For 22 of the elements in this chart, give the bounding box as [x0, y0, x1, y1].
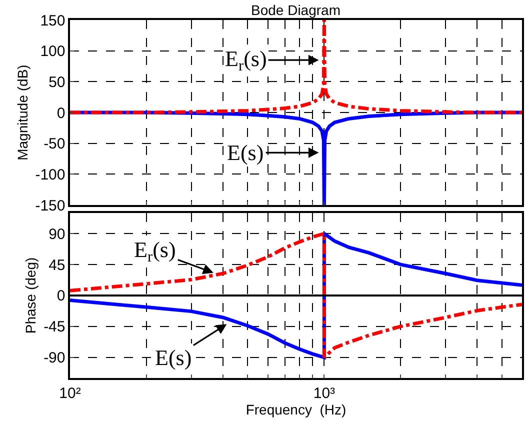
y-tick-label: 45 [48, 256, 66, 274]
annotation: E$_{r}$(s) [225, 46, 267, 75]
annotation: E$_{r}$(s) [134, 237, 176, 266]
y-tick-label: -150 [35, 197, 66, 214]
annotation: E(s) [227, 140, 264, 165]
y-tick-label: -50 [44, 136, 66, 153]
y-tick-label: 100 [40, 43, 66, 60]
y-tick-label: -90 [44, 350, 66, 367]
y-axis-title: Magnitude (dB) [14, 64, 30, 160]
y-tick-label: 0 [56, 104, 66, 122]
chart-title: Bode Diagram [251, 2, 340, 18]
y-tick-label: -45 [44, 318, 66, 336]
y-tick-label: -100 [35, 166, 66, 184]
y-axis-title: Phase (deg) [22, 257, 39, 334]
y-tick-label: 50 [48, 74, 66, 91]
x-tick-label: 10² [59, 384, 81, 402]
y-tick-label: 90 [48, 226, 66, 243]
y-tick-label: 0 [56, 288, 66, 305]
annotation: E(s) [155, 345, 192, 370]
y-tick-label: 150 [40, 12, 66, 30]
x-axis-title: Frequency (Hz) [246, 402, 346, 418]
x-tick-label: 10³ [313, 384, 336, 402]
